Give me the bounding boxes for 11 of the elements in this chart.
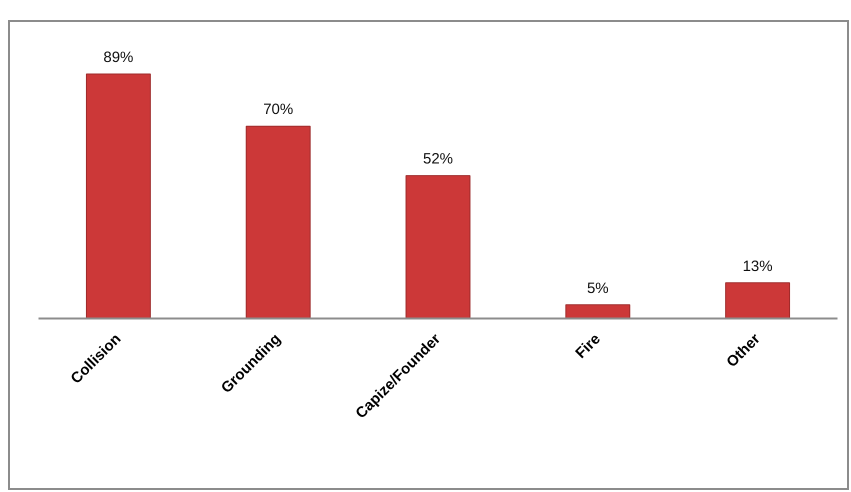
data-label: 89% <box>103 49 134 66</box>
bar <box>725 282 790 318</box>
bar <box>406 175 470 318</box>
bar <box>246 126 311 318</box>
x-tick-label: Fire <box>572 330 604 362</box>
data-label: 13% <box>742 258 773 275</box>
bar <box>565 304 630 318</box>
bar <box>86 74 151 318</box>
data-label: 5% <box>586 280 609 297</box>
data-label: 52% <box>422 150 454 168</box>
data-label: 70% <box>263 101 294 118</box>
